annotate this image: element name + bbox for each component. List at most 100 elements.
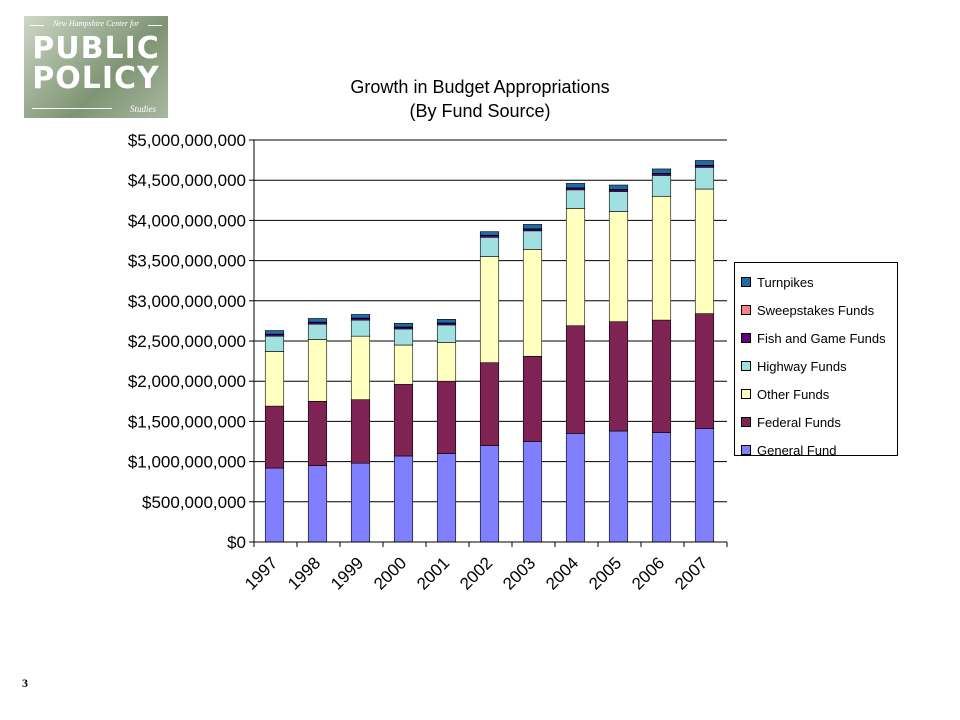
bar-segment [522, 441, 543, 543]
legend-item: Turnpikes [735, 268, 897, 296]
x-tick-label: 2001 [413, 553, 453, 593]
legend-label: Fish and Game Funds [757, 330, 886, 346]
bar-segment [608, 211, 629, 323]
legend-item: Fish and Game Funds [735, 324, 897, 352]
chart-title: Growth in Budget Appropriations [350, 77, 610, 97]
bar-segment [565, 189, 586, 209]
bar-segment [393, 328, 414, 346]
logo-rule-right [148, 25, 162, 26]
legend-swatch [741, 445, 751, 455]
legend-label: General Fund [757, 442, 837, 458]
legend-label: Turnpikes [757, 274, 814, 290]
bar-segment [694, 160, 715, 166]
bar-segment [694, 167, 715, 190]
bar-segment [651, 319, 672, 433]
bar-segment [565, 325, 586, 434]
legend-swatch [741, 389, 751, 399]
bar-segment [522, 230, 543, 250]
bar-segment [264, 351, 285, 407]
y-tick-label: $4,000,000,000 [128, 211, 246, 230]
bar-segment [651, 432, 672, 543]
bar-segment [393, 323, 414, 328]
bar-segment [350, 462, 371, 543]
bar-segment [350, 399, 371, 464]
bar-segment [264, 330, 285, 335]
bar-segment [393, 344, 414, 385]
x-tick-label: 2003 [499, 553, 539, 593]
bar-segment [694, 313, 715, 429]
y-tick-label: $2,000,000,000 [128, 372, 246, 391]
bar-segment [436, 342, 457, 382]
bar-segment [307, 400, 328, 466]
y-tick-label: $3,500,000,000 [128, 252, 246, 271]
legend-item: General Fund [735, 436, 897, 464]
legend-item: Other Funds [735, 380, 897, 408]
bar-segment [522, 224, 543, 230]
x-tick-label: 1998 [284, 553, 324, 593]
y-tick-label: $500,000,000 [142, 493, 246, 512]
legend-label: Highway Funds [757, 358, 847, 374]
logo-rule-left [30, 25, 44, 26]
legend-item: Sweepstakes Funds [735, 296, 897, 324]
x-tick-label: 1997 [241, 553, 281, 593]
bar-segment [264, 335, 285, 352]
legend-label: Federal Funds [757, 414, 841, 430]
bar-segment [307, 318, 328, 323]
bar-segment [651, 168, 672, 174]
legend-item: Highway Funds [735, 352, 897, 380]
bar-segment [350, 335, 371, 400]
bar-segment [608, 191, 629, 212]
bar-segment [608, 430, 629, 543]
y-tick-label: $2,500,000,000 [128, 332, 246, 351]
y-tick-label: $1,500,000,000 [128, 412, 246, 431]
logo-tagline: New Hampshire Center for [52, 19, 140, 28]
axes: $0 $500,000,000 $1,000,000,000 $1,500,000,0… [128, 131, 728, 594]
y-tick-label: $5,000,000,000 [128, 131, 246, 150]
bar-segment [307, 339, 328, 402]
bar-segment [479, 256, 500, 364]
legend-swatch [741, 305, 751, 315]
x-tick-label: 2004 [542, 553, 582, 593]
x-tick-label: 2005 [585, 553, 625, 593]
bar-segment [651, 175, 672, 197]
bar-segment [479, 231, 500, 236]
bar-segment [522, 249, 543, 357]
legend-swatch [741, 417, 751, 427]
logo-policy: POLICY [32, 61, 160, 96]
bars [264, 160, 715, 543]
bar-segment [522, 355, 543, 442]
bar-segment [393, 384, 414, 457]
bar-segment [608, 321, 629, 432]
chart-legend: Turnpikes Sweepstakes Funds Fish and Game … [734, 262, 898, 458]
x-tick-label: 2002 [456, 553, 496, 593]
y-tick-label: $3,000,000,000 [128, 292, 246, 311]
bar-segment [393, 455, 414, 543]
legend-swatch [741, 277, 751, 287]
bar-segment [350, 314, 371, 319]
bar-segment [264, 467, 285, 543]
bar-segment [479, 362, 500, 446]
page-number: 3 [22, 676, 28, 690]
bar-segment [436, 453, 457, 543]
bar-segment [436, 380, 457, 454]
legend-swatch [741, 333, 751, 343]
x-tick-label: 2000 [370, 553, 410, 593]
logo-public: PUBLIC [32, 31, 160, 66]
legend-item: Federal Funds [735, 408, 897, 436]
x-tick-label: 2006 [628, 553, 668, 593]
y-tick-label: $4,500,000,000 [128, 171, 246, 190]
bar-segment [350, 319, 371, 337]
y-tick-label: $0 [227, 533, 246, 552]
center-logo: New Hampshire Center for PUBLIC POLICY S… [24, 16, 168, 118]
bar-segment [694, 188, 715, 314]
bar-segment [651, 195, 672, 321]
bar-segment [436, 318, 457, 324]
legend-label: Other Funds [757, 386, 830, 402]
bar-segment [608, 184, 629, 190]
chart-subtitle: (By Fund Source) [409, 101, 551, 121]
x-tick-label: 2007 [671, 553, 711, 593]
y-tick-label: $1,000,000,000 [128, 453, 246, 472]
logo-studies: Studies [130, 104, 156, 114]
x-tick-label: 1999 [327, 553, 367, 593]
